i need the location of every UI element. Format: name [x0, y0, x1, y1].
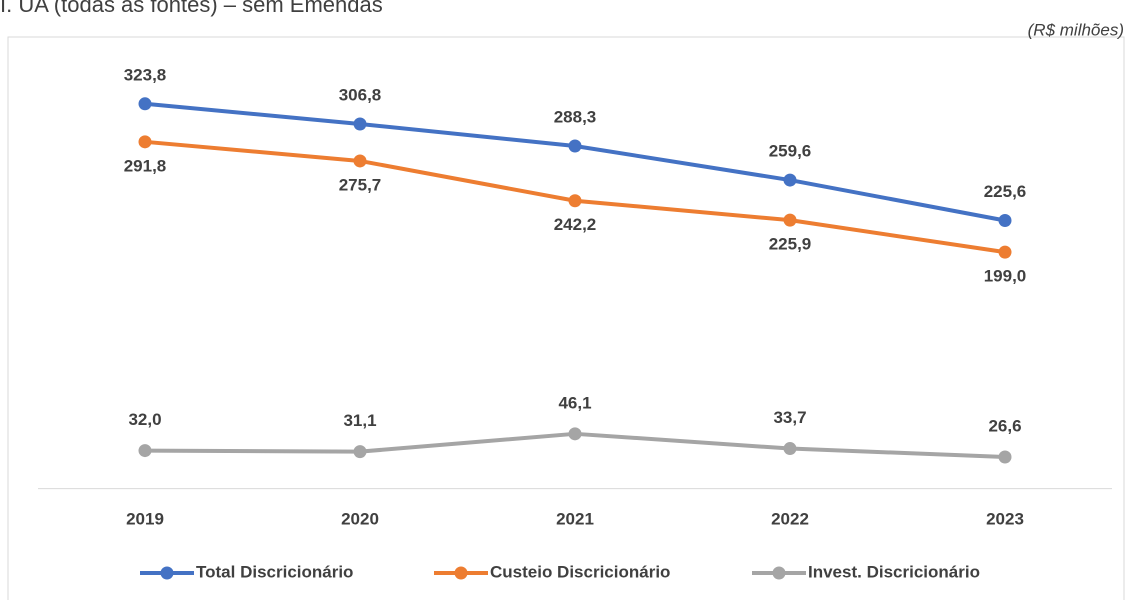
- data-label: 46,1: [558, 393, 591, 412]
- data-label: 31,1: [343, 411, 376, 430]
- data-label: 26,6: [988, 416, 1021, 435]
- data-label: 33,7: [773, 408, 806, 427]
- data-point: [783, 173, 797, 187]
- data-label: 242,2: [554, 215, 597, 234]
- data-point: [353, 117, 367, 131]
- chart-title: I. UA (todas as fontes) – sem Emendas: [0, 0, 383, 17]
- x-tick-label: 2019: [126, 509, 164, 528]
- data-point: [138, 97, 152, 111]
- data-point: [568, 194, 582, 208]
- data-point: [353, 445, 367, 459]
- data-label: 32,0: [128, 410, 161, 429]
- data-point: [568, 139, 582, 153]
- data-point: [998, 450, 1012, 464]
- data-label: 323,8: [124, 65, 167, 84]
- x-tick-label: 2022: [771, 509, 809, 528]
- legend-label: Custeio Discricionário: [490, 562, 670, 581]
- data-point: [998, 245, 1012, 259]
- x-tick-label: 2020: [341, 509, 379, 528]
- legend-label: Total Discricionário: [196, 562, 353, 581]
- data-point: [353, 154, 367, 168]
- data-point: [138, 444, 152, 458]
- data-label: 291,8: [124, 156, 167, 175]
- legend-label: Invest. Discricionário: [808, 562, 980, 581]
- data-label: 275,7: [339, 175, 382, 194]
- legend-marker: [160, 566, 174, 580]
- legend-marker: [454, 566, 468, 580]
- data-point: [568, 427, 582, 441]
- data-label: 199,0: [984, 267, 1027, 286]
- data-point: [783, 442, 797, 456]
- x-tick-label: 2021: [556, 509, 594, 528]
- data-point: [138, 135, 152, 149]
- data-point: [783, 213, 797, 227]
- legend-marker: [772, 566, 786, 580]
- data-label: 225,9: [769, 235, 812, 254]
- data-label: 259,6: [769, 142, 812, 161]
- chart-subtitle: (R$ milhões): [1028, 20, 1124, 39]
- data-point: [998, 213, 1012, 227]
- data-label: 288,3: [554, 107, 597, 126]
- x-tick-label: 2023: [986, 509, 1024, 528]
- data-label: 306,8: [339, 85, 382, 104]
- data-label: 225,6: [984, 182, 1027, 201]
- chart-border: [7, 36, 1125, 600]
